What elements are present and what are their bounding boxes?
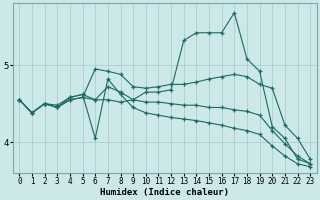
X-axis label: Humidex (Indice chaleur): Humidex (Indice chaleur) (100, 188, 229, 197)
